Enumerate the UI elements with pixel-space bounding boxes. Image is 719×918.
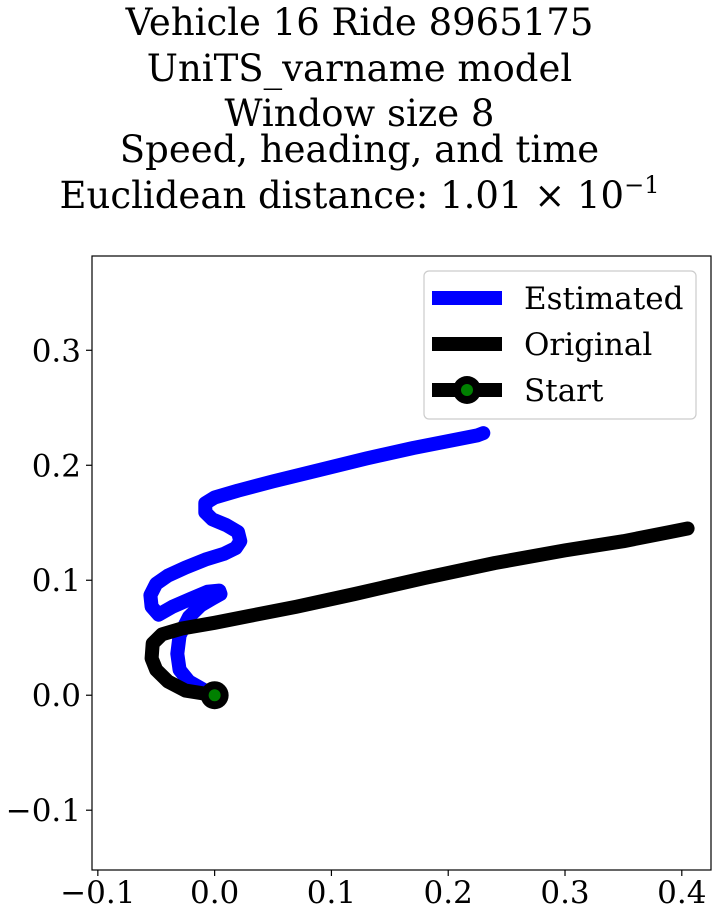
y-tick-label: 0.2	[32, 448, 81, 484]
title-line-5-exponent: −1	[624, 171, 660, 199]
title-line-2: UniTS_varname model	[146, 47, 573, 90]
title-line-5-prefix: Euclidean distance: 1.01 × 10	[59, 174, 625, 217]
y-axis: −0.1 0.0 0.1 0.2 0.3	[6, 333, 92, 829]
title-line-3: Window size 8	[224, 92, 495, 135]
y-tick-label: 0.3	[32, 333, 81, 369]
title-line-5: Euclidean distance: 1.01 × 10−1	[0, 173, 719, 219]
y-tick-label: 0.0	[32, 678, 81, 714]
x-tick-label: 0.2	[424, 875, 473, 911]
start-marker	[208, 689, 221, 702]
y-tick-label: −0.1	[6, 793, 81, 829]
legend-label-original: Original	[524, 327, 652, 363]
x-axis: −0.1 0.0 0.1 0.2 0.3 0.4	[60, 870, 706, 911]
legend-label-start: Start	[524, 373, 604, 409]
x-tick-label: 0.4	[657, 875, 706, 911]
legend-box	[423, 270, 697, 420]
x-tick-label: 0.0	[190, 875, 239, 911]
title-line-4: Speed, heading, and time	[119, 128, 600, 171]
legend: Estimated Original Start	[423, 270, 697, 420]
estimated-series-line	[143, 426, 491, 703]
x-tick-label: 0.3	[540, 875, 589, 911]
axes-frame	[91, 255, 712, 871]
y-tick-label: 0.1	[32, 563, 81, 599]
x-tick-label: 0.1	[307, 875, 356, 911]
legend-start-marker	[461, 384, 473, 396]
title-line-1: Vehicle 16 Ride 8965175	[125, 1, 594, 44]
legend-label-estimated: Estimated	[524, 281, 683, 317]
x-tick-label: −0.1	[60, 875, 135, 911]
original-series-line	[144, 521, 695, 703]
series-layer	[143, 426, 695, 710]
